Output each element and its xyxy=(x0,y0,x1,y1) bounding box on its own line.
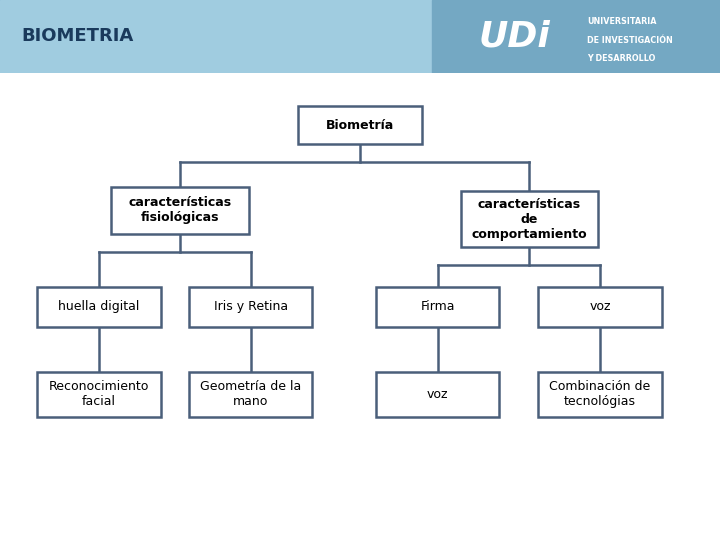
Text: huella digital: huella digital xyxy=(58,300,140,313)
Text: voz: voz xyxy=(589,300,611,313)
Text: características
de
comportamiento: características de comportamiento xyxy=(472,198,587,241)
Text: Reconocimiento
facial: Reconocimiento facial xyxy=(49,380,149,408)
Text: Iris y Retina: Iris y Retina xyxy=(214,300,288,313)
FancyBboxPatch shape xyxy=(298,106,422,144)
Text: UNIVERSITARIA: UNIVERSITARIA xyxy=(587,17,657,26)
Text: UDi: UDi xyxy=(479,19,551,53)
Bar xyxy=(432,0,720,73)
FancyBboxPatch shape xyxy=(538,372,662,417)
FancyBboxPatch shape xyxy=(189,287,312,327)
Bar xyxy=(0,0,432,73)
FancyBboxPatch shape xyxy=(189,372,312,417)
Text: Geometría de la
mano: Geometría de la mano xyxy=(200,380,301,408)
FancyBboxPatch shape xyxy=(376,372,500,417)
Text: características
fisiológicas: características fisiológicas xyxy=(128,197,232,225)
Text: Y DESARROLLO: Y DESARROLLO xyxy=(587,54,655,63)
Text: Combinación de
tecnológias: Combinación de tecnológias xyxy=(549,380,651,408)
FancyBboxPatch shape xyxy=(376,287,500,327)
FancyBboxPatch shape xyxy=(112,187,249,234)
FancyBboxPatch shape xyxy=(37,287,161,327)
Text: Firma: Firma xyxy=(420,300,455,313)
Text: DE INVESTIGACIÓN: DE INVESTIGACIÓN xyxy=(587,36,672,45)
FancyBboxPatch shape xyxy=(37,372,161,417)
FancyBboxPatch shape xyxy=(538,287,662,327)
Text: Biometría: Biometría xyxy=(326,119,394,132)
Text: BIOMETRIA: BIOMETRIA xyxy=(22,28,134,45)
Text: voz: voz xyxy=(427,388,449,401)
FancyBboxPatch shape xyxy=(461,191,598,247)
